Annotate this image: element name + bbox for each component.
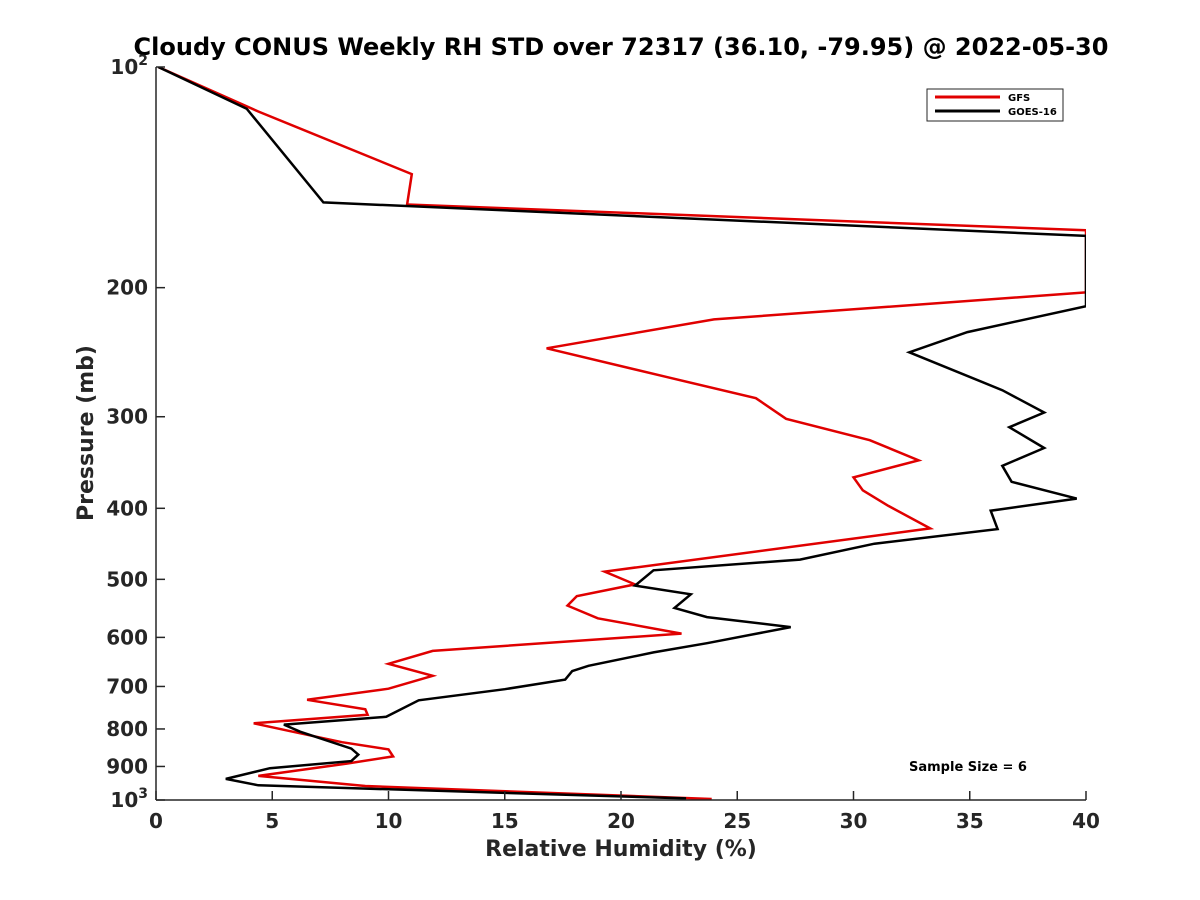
series-layer xyxy=(157,67,1086,800)
legend-label-goes16: GOES-16 xyxy=(1008,107,1057,118)
x-axis-label: Relative Humidity (%) xyxy=(485,837,757,862)
x-tick-label: 25 xyxy=(723,809,751,833)
sample-size-annotation: Sample Size = 6 xyxy=(909,760,1027,775)
y-tick-label: 800 xyxy=(106,717,148,741)
x-tick-label: 5 xyxy=(265,809,279,833)
series-line-gfs xyxy=(157,67,1086,800)
x-tick-label: 15 xyxy=(491,809,519,833)
x-tick-label: 40 xyxy=(1072,809,1100,833)
legend-box xyxy=(926,88,1064,122)
x-tick-label: 10 xyxy=(375,809,403,833)
x-tick-label: 30 xyxy=(840,809,868,833)
y-tick-label: 300 xyxy=(106,405,148,429)
y-tick-label: 700 xyxy=(106,674,148,698)
x-tick-label: 20 xyxy=(607,809,635,833)
y-tick-label: 900 xyxy=(106,754,148,778)
x-tick-label: 35 xyxy=(956,809,984,833)
y-axis-label: Pressure (mb) xyxy=(74,345,99,521)
x-tick-label: 0 xyxy=(149,809,163,833)
y-tick-label: 600 xyxy=(106,625,148,649)
series-line-goes16 xyxy=(157,67,1086,800)
chart-title: Cloudy CONUS Weekly RH STD over 72317 (3… xyxy=(134,33,1109,61)
legend: GFS GOES-16 xyxy=(926,88,1064,122)
y-tick-label: 200 xyxy=(106,276,148,300)
axes-layer: 0 5 10 15 20 25 30 35 40 102 200 300 400 500 600 700 800… xyxy=(106,53,1100,833)
y-tick-label: 500 xyxy=(106,567,148,591)
y-tick-label: 102 xyxy=(110,53,148,79)
y-tick-label: 103 xyxy=(110,786,148,812)
legend-label-gfs: GFS xyxy=(1008,93,1030,104)
y-tick-label: 400 xyxy=(106,496,148,520)
